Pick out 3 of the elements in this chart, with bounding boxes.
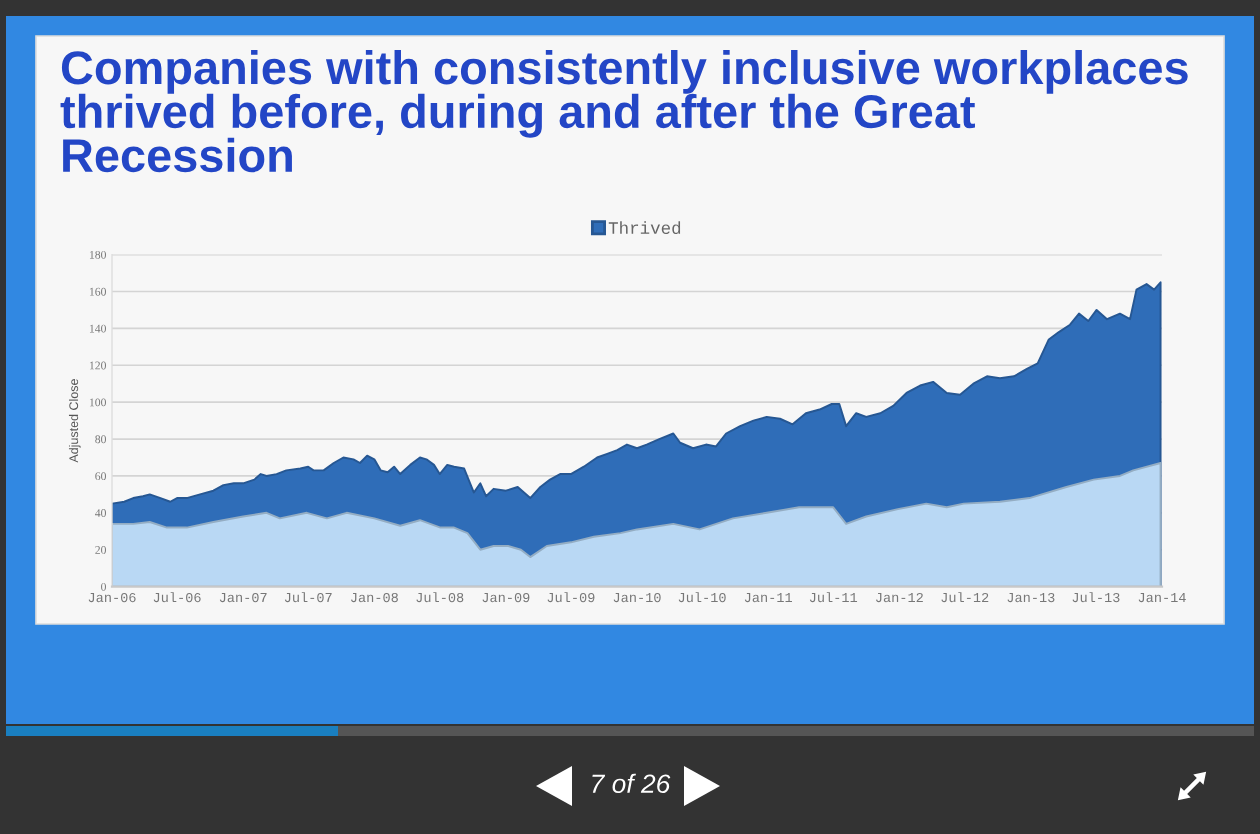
text: 7 of 26 <box>592 773 671 794</box>
chart-title: Companies with consistently inclusive workplaces thrived before, during and after the Great Recession <box>60 50 1188 173</box>
legend-label: Thrived <box>608 221 681 235</box>
